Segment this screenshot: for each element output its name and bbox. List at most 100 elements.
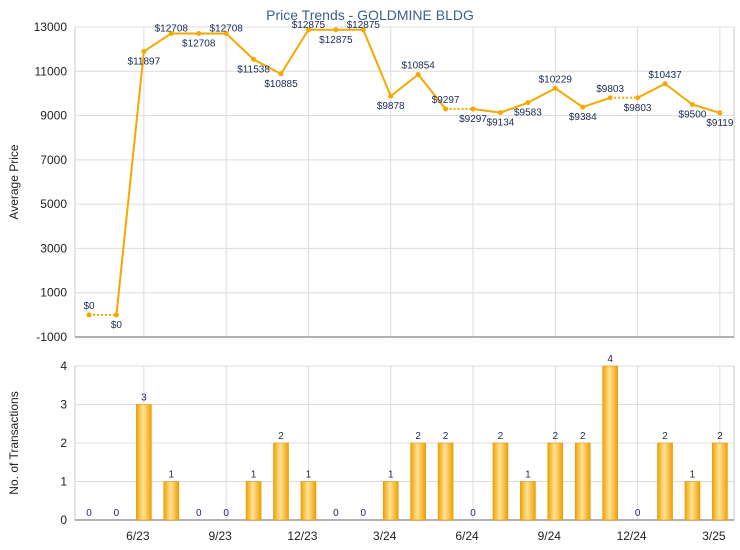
price-data-label: $11538 — [237, 64, 270, 75]
x-tick-label: 3/25 — [702, 529, 726, 543]
bar-data-label: 2 — [717, 431, 723, 442]
line-segment — [225, 32, 255, 61]
line-segment — [554, 87, 584, 108]
bar — [437, 442, 454, 521]
line-point — [223, 30, 229, 36]
bar-data-label: 1 — [251, 470, 257, 481]
bar-data-label: 3 — [141, 393, 147, 404]
price-data-label: $0 — [83, 301, 95, 312]
line-segment — [582, 96, 611, 109]
line-point — [635, 95, 641, 101]
line-point — [113, 312, 119, 318]
line-segment — [253, 58, 282, 75]
y-tick-label: 13000 — [34, 20, 68, 34]
bar-data-label: 2 — [553, 431, 559, 442]
bar — [712, 442, 728, 521]
bar — [245, 481, 262, 521]
price-data-label: $9878 — [377, 101, 405, 112]
bar-data-label: 0 — [333, 508, 339, 519]
x-tick-label: 12/24 — [617, 529, 647, 543]
line-point — [525, 100, 531, 106]
bar-data-label: 2 — [415, 431, 421, 442]
bar — [574, 442, 591, 521]
line-segment — [500, 101, 529, 114]
line-segment — [115, 51, 145, 315]
line-point — [497, 110, 503, 116]
x-tick-label: 9/24 — [538, 529, 562, 543]
bar-data-label: 0 — [361, 508, 367, 519]
price-data-label: $9500 — [679, 110, 707, 121]
price-data-label: $9803 — [596, 84, 624, 95]
price-data-label: $12708 — [209, 23, 243, 34]
line-point — [717, 110, 723, 116]
bar-data-label: 2 — [443, 431, 449, 442]
price-data-label: $9297 — [459, 114, 487, 125]
line-segment — [390, 73, 419, 97]
bar — [163, 481, 180, 521]
y-tick-label: 1 — [60, 475, 67, 489]
bar-data-label: 2 — [662, 431, 668, 442]
line-segment — [362, 29, 392, 97]
price-data-label: $12708 — [155, 23, 189, 34]
x-tick-label: 6/23 — [126, 529, 150, 543]
bar-data-label: 0 — [86, 508, 92, 519]
line-point — [360, 27, 366, 33]
line-segment — [143, 32, 172, 53]
price-panel: -1000 1000 3000 5000 7000 9000 11000 13000 $0 $0 $… — [34, 20, 735, 344]
price-data-label: $9384 — [569, 112, 597, 123]
y-tick-label: 2 — [60, 436, 67, 450]
y-tick-label: 7000 — [40, 153, 67, 167]
bar-data-label: 0 — [223, 508, 229, 519]
line-segment — [472, 108, 501, 114]
bar — [410, 442, 426, 521]
line-point — [415, 72, 421, 78]
price-data-label: $11897 — [128, 56, 161, 67]
bar — [492, 442, 509, 521]
line-point — [305, 27, 311, 33]
bar — [273, 442, 289, 521]
bar-data-label: 2 — [580, 431, 586, 442]
price-data-label: $10854 — [401, 61, 435, 72]
line-segment — [692, 103, 721, 114]
y-tick-label: 11000 — [35, 64, 68, 78]
y-tick-label: 9000 — [40, 109, 67, 123]
price-data-label: $10229 — [539, 74, 573, 85]
line-segment — [637, 82, 666, 99]
bar-data-label: 1 — [169, 470, 175, 481]
bar — [520, 481, 536, 521]
bar-data-label: 1 — [306, 470, 312, 481]
line-point — [689, 102, 695, 107]
price-data-label: $9134 — [487, 118, 515, 129]
price-data-label: $0 — [111, 320, 123, 331]
bar-data-label: 1 — [525, 470, 531, 481]
bar — [547, 442, 564, 521]
bar-data-label: 0 — [635, 508, 641, 519]
line-segment — [527, 87, 556, 104]
bar-data-label: 1 — [388, 470, 394, 481]
y-tick-label: 3000 — [40, 241, 67, 255]
line-point — [388, 93, 394, 99]
line-point — [662, 81, 668, 87]
price-data-label: $12875 — [292, 20, 326, 31]
plot-area — [74, 26, 735, 338]
y-tick-label: -1000 — [36, 330, 67, 344]
price-y-axis-label: Average Price — [7, 144, 21, 219]
bar — [382, 481, 399, 521]
bar — [602, 365, 618, 521]
bar-data-label: 0 — [196, 508, 202, 519]
y-tick-label: 5000 — [40, 197, 67, 211]
bar-data-label: 0 — [114, 508, 120, 519]
line-segment — [417, 73, 447, 110]
line-point — [86, 312, 92, 318]
transactions-y-axis-label: No. of Transactions — [7, 391, 21, 494]
line-point — [443, 106, 449, 112]
line-segment — [280, 29, 310, 75]
y-tick-label: 3 — [60, 398, 67, 412]
bar — [136, 404, 152, 521]
chart-title: Price Trends - GOLDMINE BLDG — [266, 7, 474, 23]
y-tick-label: 1000 — [40, 286, 67, 300]
bar-data-label: 2 — [278, 431, 284, 442]
y-tick-label: 4 — [60, 359, 67, 373]
line-point — [333, 27, 339, 33]
